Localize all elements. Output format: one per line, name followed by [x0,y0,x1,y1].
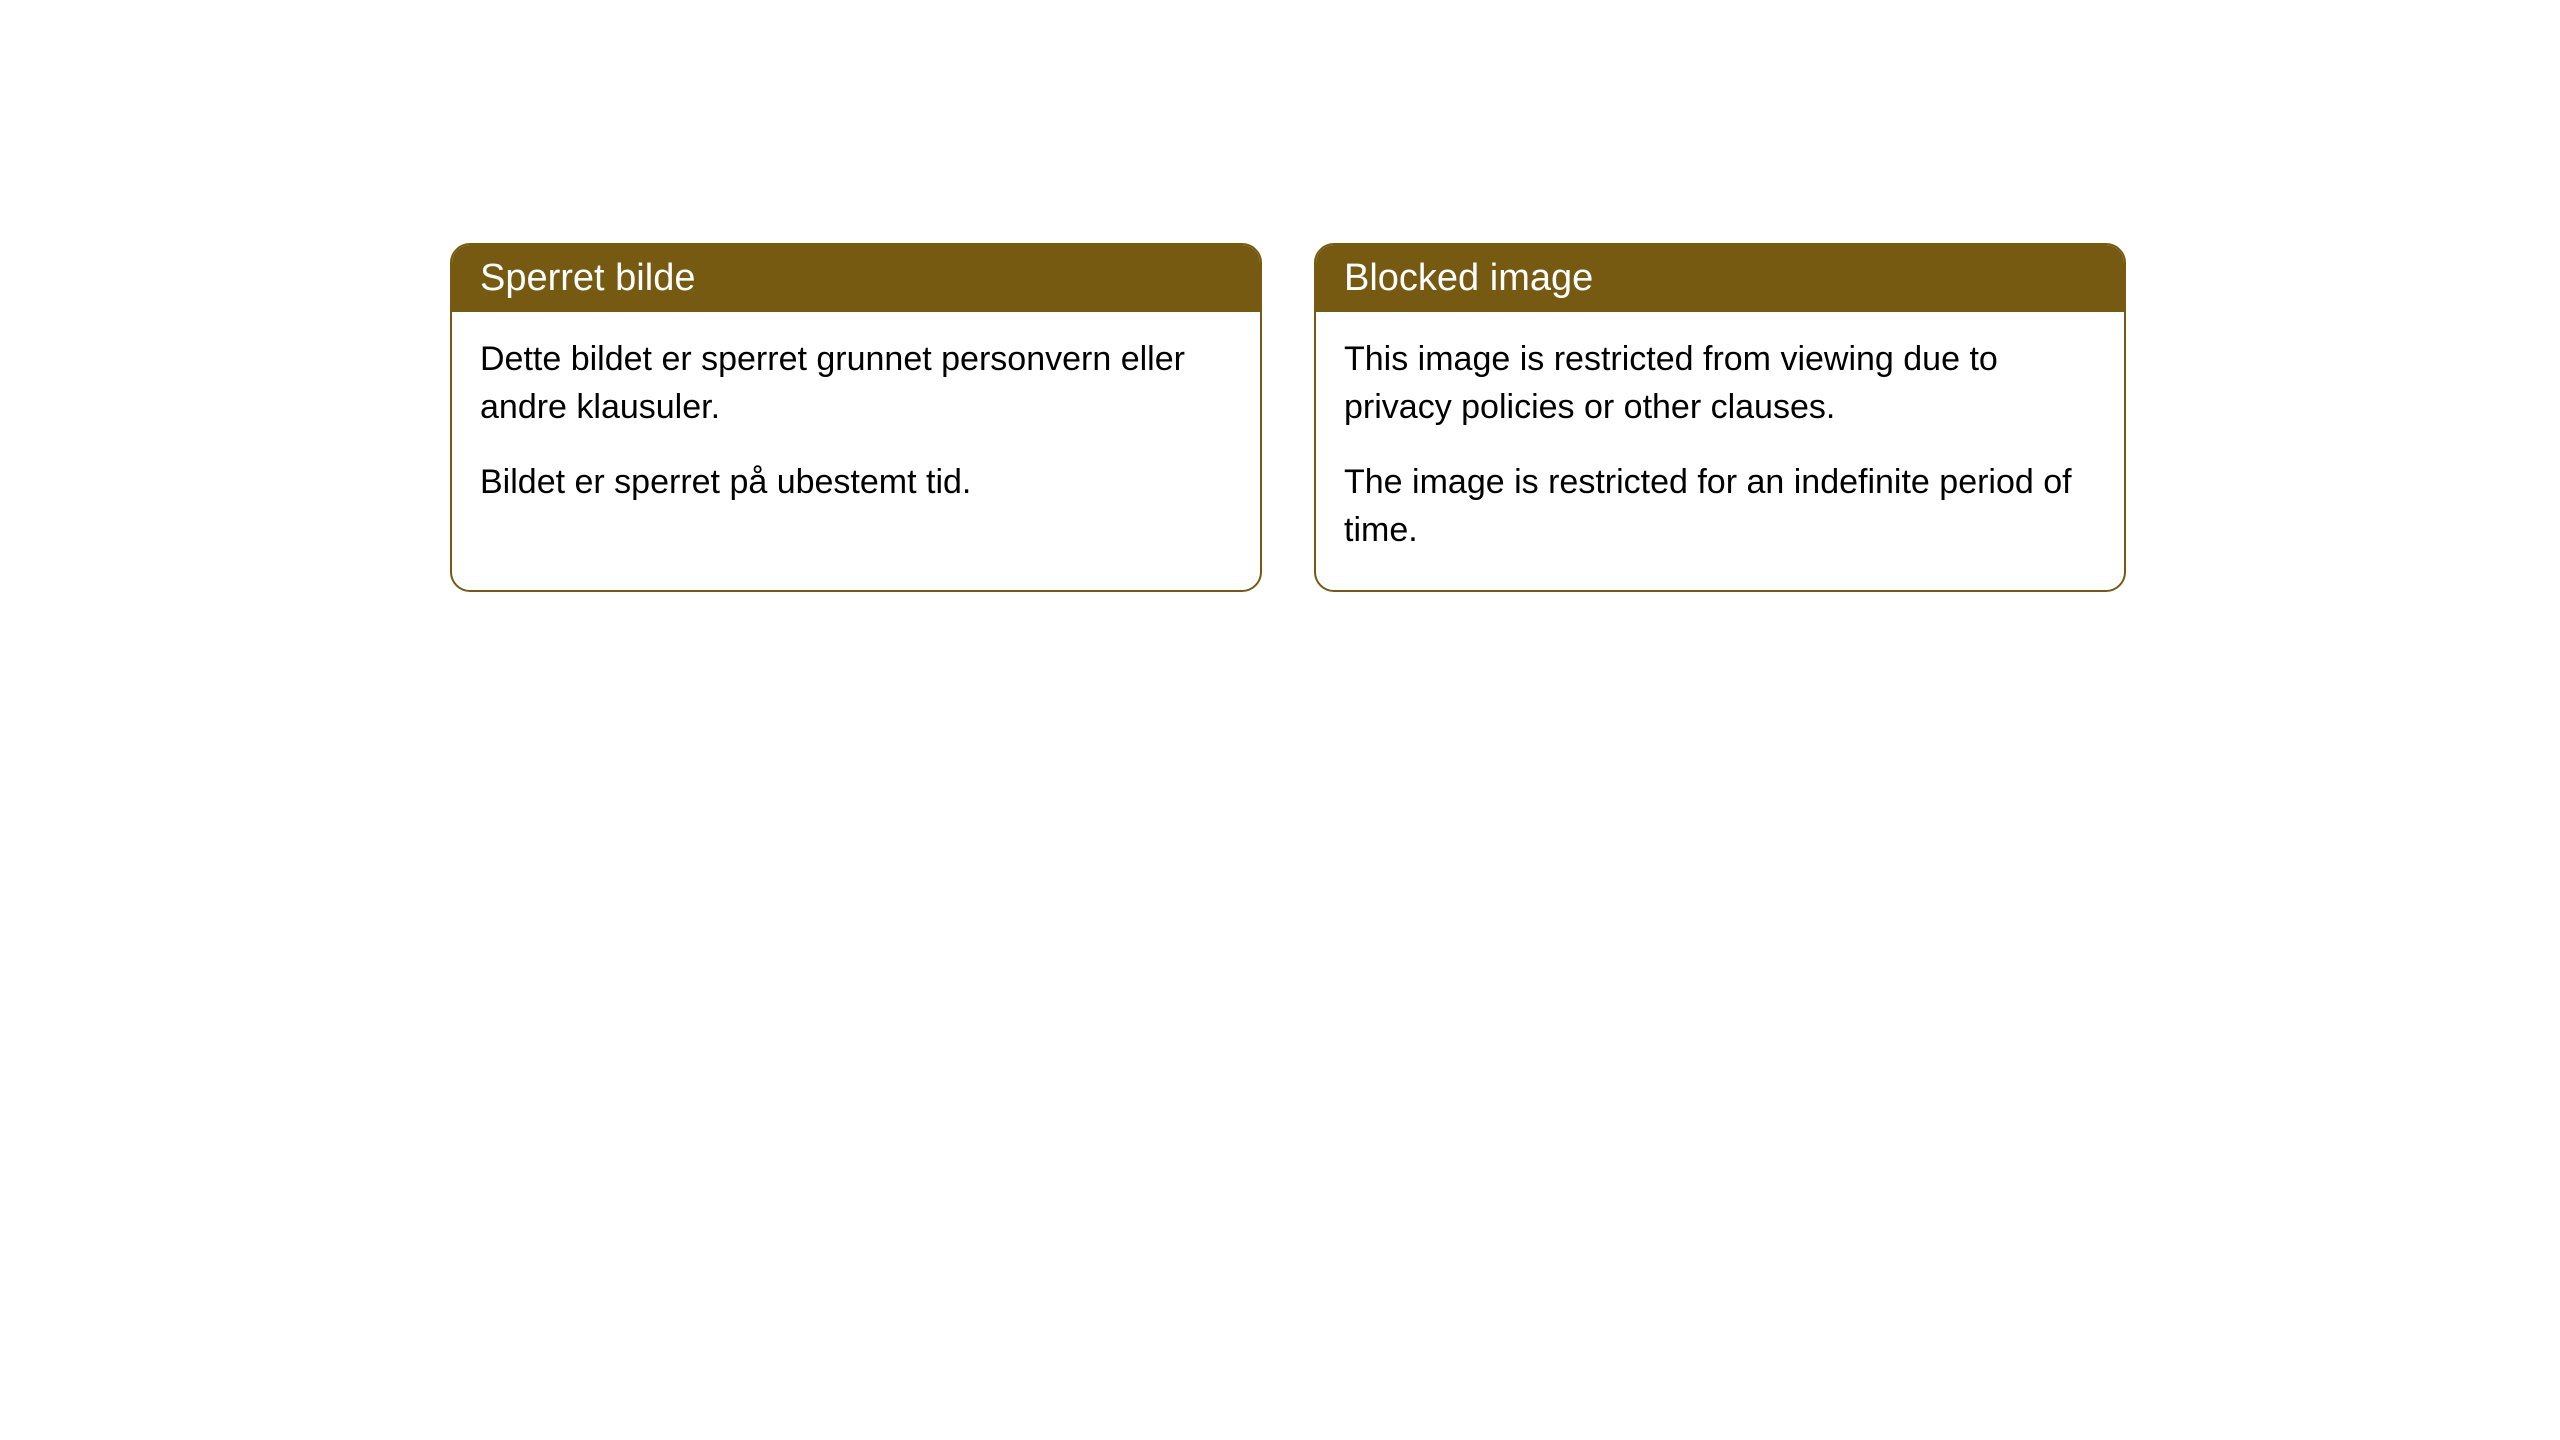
notice-cards-container: Sperret bilde Dette bildet er sperret gr… [450,243,2126,592]
card-body: Dette bildet er sperret grunnet personve… [452,312,1260,543]
card-paragraph-2: Bildet er sperret på ubestemt tid. [480,459,1232,507]
card-header: Sperret bilde [452,245,1260,312]
card-paragraph-1: Dette bildet er sperret grunnet personve… [480,336,1232,431]
card-paragraph-2: The image is restricted for an indefinit… [1344,459,2096,554]
card-body: This image is restricted from viewing du… [1316,312,2124,590]
blocked-image-card-norwegian: Sperret bilde Dette bildet er sperret gr… [450,243,1262,592]
card-title: Blocked image [1344,257,1593,299]
card-title: Sperret bilde [480,257,695,299]
blocked-image-card-english: Blocked image This image is restricted f… [1314,243,2126,592]
card-header: Blocked image [1316,245,2124,312]
card-paragraph-1: This image is restricted from viewing du… [1344,336,2096,431]
